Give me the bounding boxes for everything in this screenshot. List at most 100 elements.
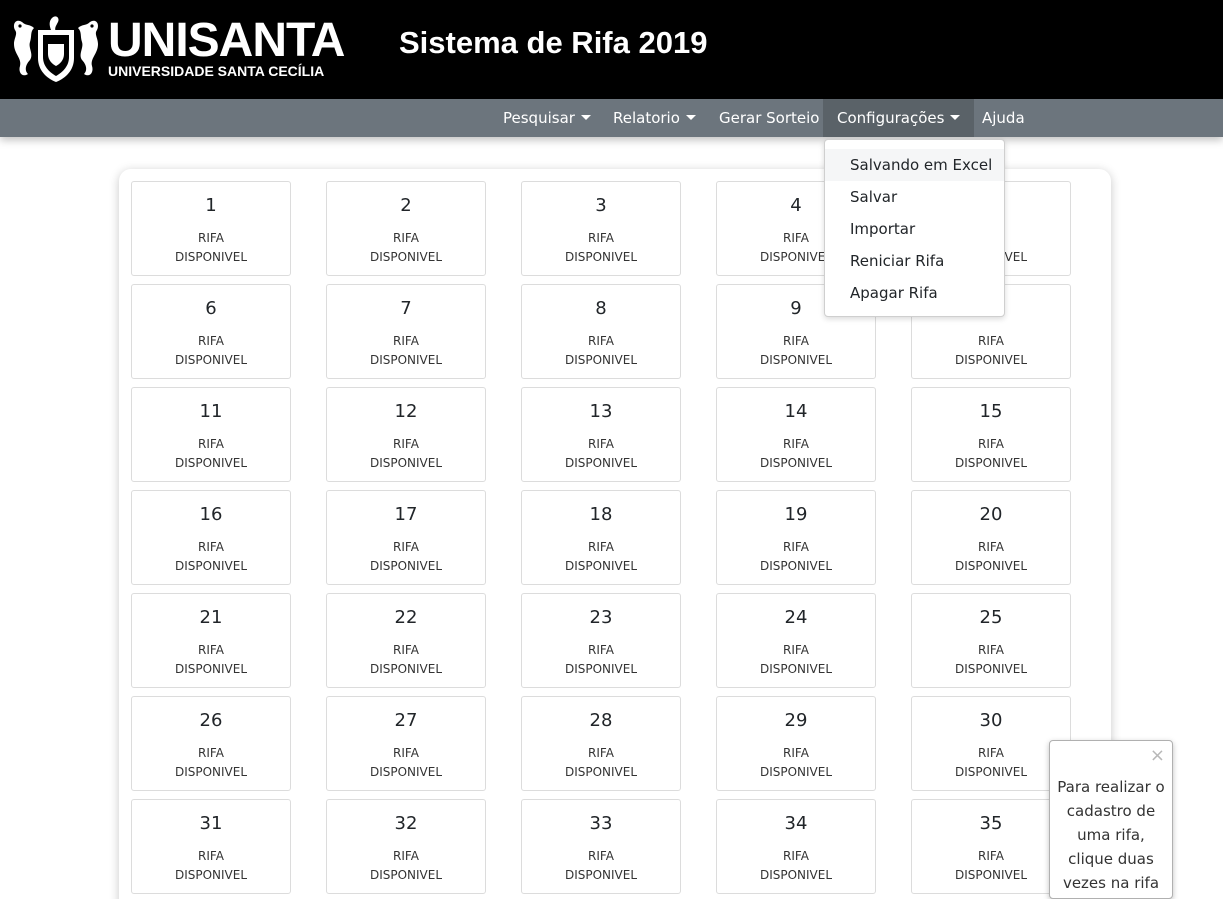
raffle-status: DISPONIVEL bbox=[759, 765, 833, 779]
raffle-number: 2 bbox=[400, 195, 412, 216]
raffle-number: 15 bbox=[979, 401, 1003, 422]
raffle-number: 14 bbox=[784, 401, 808, 422]
raffle-number: 6 bbox=[205, 298, 217, 319]
raffle-label: RIFA bbox=[198, 334, 224, 348]
nav-ajuda-label: Ajuda bbox=[982, 109, 1025, 127]
raffle-card[interactable]: 24 RIFA DISPONIVEL bbox=[716, 593, 876, 688]
raffle-label: RIFA bbox=[783, 334, 809, 348]
raffle-card[interactable]: 34 RIFA DISPONIVEL bbox=[716, 799, 876, 894]
raffle-label: RIFA bbox=[588, 334, 614, 348]
nav-ajuda[interactable]: Ajuda bbox=[982, 99, 1025, 137]
menu-item-reniciar-rifa[interactable]: Reniciar Rifa bbox=[850, 252, 945, 270]
raffle-card[interactable]: 13 RIFA DISPONIVEL bbox=[521, 387, 681, 482]
raffle-label: RIFA bbox=[198, 849, 224, 863]
raffle-card[interactable]: 31 RIFA DISPONIVEL bbox=[131, 799, 291, 894]
raffle-status: DISPONIVEL bbox=[954, 662, 1028, 676]
raffle-card[interactable]: 35 RIFA DISPONIVEL bbox=[911, 799, 1071, 894]
nav-relatorio-dropdown[interactable]: Relatorio bbox=[613, 99, 696, 137]
menu-item-salvar[interactable]: Salvar bbox=[850, 188, 898, 206]
raffle-number: 3 bbox=[595, 195, 607, 216]
unisanta-logo[interactable]: UNISANTA UNIVERSIDADE SANTA CECÍLIA bbox=[8, 14, 345, 84]
raffle-card[interactable]: 6 RIFA DISPONIVEL bbox=[131, 284, 291, 379]
raffle-card[interactable]: 12 RIFA DISPONIVEL bbox=[326, 387, 486, 482]
raffle-number: 12 bbox=[394, 401, 418, 422]
raffle-card[interactable]: 8 RIFA DISPONIVEL bbox=[521, 284, 681, 379]
raffle-status: DISPONIVEL bbox=[954, 868, 1028, 882]
raffle-card[interactable]: 18 RIFA DISPONIVEL bbox=[521, 490, 681, 585]
raffle-label: RIFA bbox=[783, 540, 809, 554]
raffle-number: 17 bbox=[394, 504, 418, 525]
raffle-label: RIFA bbox=[393, 643, 419, 657]
raffle-card[interactable]: 15 RIFA DISPONIVEL bbox=[911, 387, 1071, 482]
caret-down-icon bbox=[580, 114, 591, 120]
raffle-card[interactable]: 33 RIFA DISPONIVEL bbox=[521, 799, 681, 894]
raffle-status: DISPONIVEL bbox=[174, 250, 248, 264]
raffle-card[interactable]: 14 RIFA DISPONIVEL bbox=[716, 387, 876, 482]
nav-gerar-sorteio[interactable]: Gerar Sorteio bbox=[719, 99, 819, 137]
nav-pesquisar-dropdown[interactable]: Pesquisar bbox=[503, 99, 591, 137]
raffle-status: DISPONIVEL bbox=[759, 662, 833, 676]
raffle-number: 19 bbox=[784, 504, 808, 525]
raffle-card[interactable]: 11 RIFA DISPONIVEL bbox=[131, 387, 291, 482]
raffle-card[interactable]: 17 RIFA DISPONIVEL bbox=[326, 490, 486, 585]
raffle-card[interactable]: 25 RIFA DISPONIVEL bbox=[911, 593, 1071, 688]
main-navbar: Pesquisar Relatorio Gerar Sorteio Config… bbox=[0, 99, 1223, 137]
raffle-card[interactable]: 28 RIFA DISPONIVEL bbox=[521, 696, 681, 791]
raffle-number: 31 bbox=[199, 813, 223, 834]
raffle-status: DISPONIVEL bbox=[174, 559, 248, 573]
raffle-card[interactable]: 3 RIFA DISPONIVEL bbox=[521, 181, 681, 276]
raffle-status: DISPONIVEL bbox=[174, 868, 248, 882]
raffle-card[interactable]: 27 RIFA DISPONIVEL bbox=[326, 696, 486, 791]
raffle-label: RIFA bbox=[393, 231, 419, 245]
nav-pesquisar-label: Pesquisar bbox=[503, 109, 575, 127]
raffle-card[interactable]: 7 RIFA DISPONIVEL bbox=[326, 284, 486, 379]
raffle-card[interactable]: 1 RIFA DISPONIVEL bbox=[131, 181, 291, 276]
raffle-label: RIFA bbox=[588, 643, 614, 657]
raffle-label: RIFA bbox=[783, 643, 809, 657]
raffle-status: DISPONIVEL bbox=[564, 353, 638, 367]
raffle-card[interactable]: 19 RIFA DISPONIVEL bbox=[716, 490, 876, 585]
raffle-number: 11 bbox=[199, 401, 223, 422]
raffle-status: DISPONIVEL bbox=[759, 250, 833, 264]
raffle-status: DISPONIVEL bbox=[369, 456, 443, 470]
seahorse-crest-icon bbox=[13, 16, 99, 82]
top-header: UNISANTA UNIVERSIDADE SANTA CECÍLIA Sist… bbox=[0, 0, 1223, 99]
raffle-card[interactable]: 29 RIFA DISPONIVEL bbox=[716, 696, 876, 791]
menu-item-apagar-rifa[interactable]: Apagar Rifa bbox=[850, 284, 938, 302]
raffle-label: RIFA bbox=[783, 849, 809, 863]
raffle-card[interactable]: 30 RIFA DISPONIVEL bbox=[911, 696, 1071, 791]
menu-item-importar[interactable]: Importar bbox=[850, 220, 916, 238]
raffle-status: DISPONIVEL bbox=[369, 250, 443, 264]
raffle-status: DISPONIVEL bbox=[369, 559, 443, 573]
nav-configuracoes-dropdown[interactable]: Configurações bbox=[823, 99, 975, 137]
raffle-label: RIFA bbox=[588, 540, 614, 554]
raffle-status: DISPONIVEL bbox=[954, 765, 1028, 779]
raffle-status: DISPONIVEL bbox=[564, 662, 638, 676]
raffle-label: RIFA bbox=[393, 746, 419, 760]
menu-item-salvando-excel[interactable]: Salvando em Excel bbox=[825, 149, 1004, 181]
raffle-card[interactable]: 22 RIFA DISPONIVEL bbox=[326, 593, 486, 688]
raffle-number: 16 bbox=[199, 504, 223, 525]
raffle-label: RIFA bbox=[783, 231, 809, 245]
raffle-number: 28 bbox=[589, 710, 613, 731]
raffle-card[interactable]: 16 RIFA DISPONIVEL bbox=[131, 490, 291, 585]
caret-down-icon bbox=[950, 114, 961, 120]
logo-subtitle: UNIVERSIDADE SANTA CECÍLIA bbox=[108, 63, 325, 79]
raffle-card[interactable]: 20 RIFA DISPONIVEL bbox=[911, 490, 1071, 585]
raffle-status: DISPONIVEL bbox=[954, 559, 1028, 573]
close-icon[interactable]: × bbox=[1149, 745, 1165, 766]
raffle-card[interactable]: 26 RIFA DISPONIVEL bbox=[131, 696, 291, 791]
raffle-number: 22 bbox=[394, 607, 418, 628]
raffle-card[interactable]: 23 RIFA DISPONIVEL bbox=[521, 593, 681, 688]
raffle-card[interactable]: 32 RIFA DISPONIVEL bbox=[326, 799, 486, 894]
raffle-number: 20 bbox=[979, 504, 1003, 525]
raffle-number: 1 bbox=[205, 195, 217, 216]
raffle-card[interactable]: 2 RIFA DISPONIVEL bbox=[326, 181, 486, 276]
raffle-status: DISPONIVEL bbox=[564, 456, 638, 470]
raffle-number: 33 bbox=[589, 813, 613, 834]
raffle-status: DISPONIVEL bbox=[369, 662, 443, 676]
raffle-label: RIFA bbox=[978, 437, 1004, 451]
raffle-number: 9 bbox=[790, 298, 802, 319]
raffle-card[interactable]: 21 RIFA DISPONIVEL bbox=[131, 593, 291, 688]
raffle-status: DISPONIVEL bbox=[954, 353, 1028, 367]
